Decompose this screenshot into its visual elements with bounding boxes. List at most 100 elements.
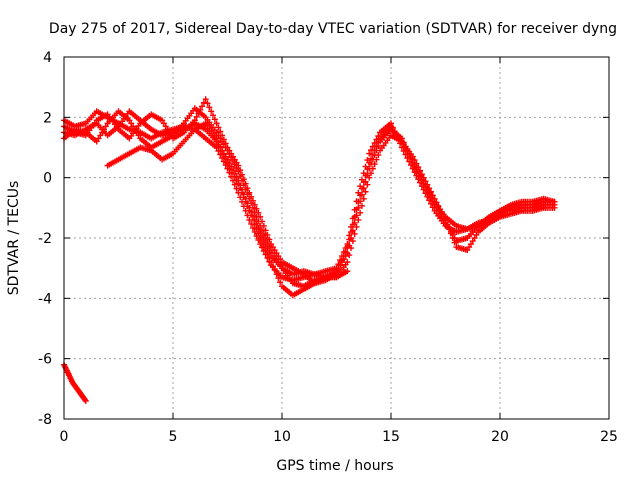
data-point: [366, 150, 373, 157]
data-point: [368, 170, 375, 177]
x-tick-label: 20: [491, 429, 509, 445]
y-tick-label: -6: [38, 352, 52, 368]
data-point: [260, 222, 267, 229]
data-point: [373, 143, 380, 150]
data-point: [375, 139, 382, 146]
data-point: [273, 271, 280, 278]
data-point: [268, 259, 275, 266]
data-point: [215, 124, 222, 131]
data-point: [348, 245, 355, 252]
data-point: [275, 253, 282, 260]
data-point: [219, 132, 226, 139]
data-point: [135, 132, 142, 139]
data-point: [93, 138, 100, 145]
data-point: [211, 116, 218, 123]
data-point: [467, 241, 474, 248]
data-point: [420, 180, 427, 187]
data-point: [369, 151, 376, 158]
data-point: [249, 204, 256, 211]
data-point: [346, 236, 353, 243]
data-point: [355, 216, 362, 223]
data-point: [260, 230, 267, 237]
data-point: [240, 194, 247, 201]
data-point: [451, 239, 458, 246]
data-point: [208, 108, 215, 115]
data-point: [253, 225, 260, 232]
data-point: [362, 188, 369, 195]
data-point: [415, 168, 422, 175]
data-point: [204, 100, 211, 107]
data-point: [373, 136, 380, 143]
data-point: [551, 204, 558, 211]
data-point: [219, 147, 226, 154]
data-point: [358, 185, 365, 192]
data-point: [199, 103, 206, 110]
data-point: [217, 128, 224, 135]
data-point: [244, 185, 251, 192]
data-point: [222, 155, 229, 162]
y-tick-label: -2: [38, 231, 52, 247]
data-point: [346, 252, 353, 259]
data-point: [353, 206, 360, 213]
data-point: [231, 156, 238, 163]
data-point: [353, 223, 360, 230]
data-point: [251, 221, 258, 228]
data-point: [246, 189, 253, 196]
data-point: [400, 141, 407, 148]
data-point: [344, 268, 351, 275]
data-point: [348, 228, 355, 235]
data-point: [260, 243, 267, 250]
data-point: [269, 263, 276, 270]
data-point: [342, 248, 349, 255]
series-1: [61, 108, 558, 284]
x-tick-label: 15: [382, 429, 400, 445]
data-point: [427, 192, 434, 199]
data-point: [422, 183, 429, 190]
data-point: [373, 156, 380, 163]
data-point: [264, 251, 271, 258]
series-4: [61, 96, 558, 287]
data-point: [257, 213, 264, 220]
x-tick-label: 10: [273, 429, 291, 445]
data-point: [351, 213, 358, 220]
data-point: [228, 166, 235, 173]
data-point: [251, 228, 258, 235]
data-point: [368, 155, 375, 162]
data-point: [344, 244, 351, 251]
data-point: [249, 224, 256, 231]
data-point: [102, 123, 109, 130]
data-point: [351, 230, 358, 237]
data-point: [193, 113, 200, 120]
data-point: [213, 120, 220, 127]
data-point: [266, 255, 273, 262]
data-point: [244, 203, 251, 210]
data-point: [360, 195, 367, 202]
grid-lines: [64, 57, 609, 419]
data-point: [99, 129, 106, 136]
data-point: [469, 238, 476, 245]
data-point: [100, 126, 107, 133]
data-point: [197, 106, 204, 113]
data-point: [231, 173, 238, 180]
data-point: [253, 205, 260, 212]
data-point: [166, 129, 173, 136]
data-point: [209, 112, 216, 119]
data-point: [224, 159, 231, 166]
data-point: [237, 185, 244, 192]
data-point: [360, 179, 367, 186]
data-point: [413, 164, 420, 171]
y-axis-label: SDTVAR / TECUs: [6, 181, 22, 296]
y-tick-label: -4: [38, 291, 52, 307]
data-point: [220, 151, 227, 158]
series-6: [61, 361, 89, 404]
y-tick-label: 0: [43, 171, 52, 187]
data-point: [235, 162, 242, 169]
data-point: [371, 161, 378, 168]
data-point: [404, 147, 411, 154]
data-point: [418, 176, 425, 183]
data-point: [266, 236, 273, 243]
data-point: [168, 132, 175, 139]
x-axis-label: GPS time / hours: [276, 458, 393, 474]
data-point: [444, 221, 451, 228]
